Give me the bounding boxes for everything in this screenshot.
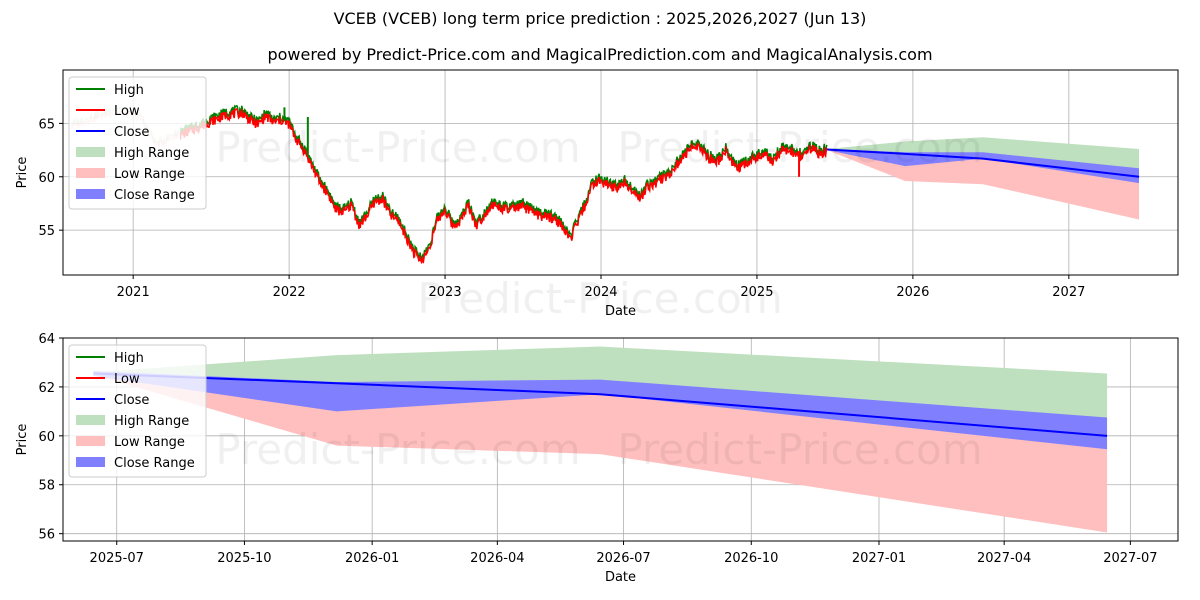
bottom-y-tick-label: 56 — [38, 528, 55, 543]
bottom-legend-swatch — [76, 415, 105, 425]
bottom-legend-swatch — [76, 436, 105, 446]
bottom-legend-label: Close — [114, 393, 149, 408]
bottom-x-tick-label: 2026-04 — [470, 551, 524, 566]
top-legend-label: High Range — [114, 146, 189, 161]
top-y-tick-label: 60 — [38, 171, 55, 186]
top-low-history-line — [179, 107, 828, 265]
top-low-range-band — [827, 149, 1140, 220]
bottom-x-tick-label: 2026-01 — [345, 551, 399, 566]
top-x-tick-label: 2026 — [896, 285, 929, 300]
bottom-axes-frame — [62, 337, 1179, 542]
bottom-watermark: Predict-Price.com — [215, 425, 580, 474]
top-legend-swatch — [76, 147, 105, 157]
bottom-y-tick-label: 62 — [38, 381, 55, 396]
top-x-tick-label: 2022 — [273, 285, 306, 300]
bottom-x-tick-label: 2027-07 — [1103, 551, 1157, 566]
top-close-range-band — [827, 149, 1140, 184]
bottom-close-forecast-line — [93, 372, 1108, 437]
bottom-x-axis-label: Date — [605, 570, 636, 585]
top-y-axis-label: Price — [15, 157, 30, 189]
top-y-tick-label: 55 — [38, 224, 55, 239]
bottom-watermark: Predict-Price.com — [617, 425, 982, 474]
bottom-close-range-band — [93, 371, 1108, 450]
top-legend-label: Close — [114, 125, 149, 140]
bottom-y-tick-label: 60 — [38, 430, 55, 445]
top-y-tick-label: 65 — [38, 117, 55, 132]
top-legend: High Low Close High Range Low Range Close Ran… — [68, 76, 207, 210]
top-axes-frame — [62, 69, 1179, 276]
top-watermark: Predict-Price.com — [417, 274, 782, 323]
top-legend-label: Low — [114, 104, 140, 119]
chart-title: VCEB (VCEB) long term price prediction :… — [333, 9, 867, 28]
bottom-legend-label: High Range — [114, 414, 189, 429]
bottom-legend-label: Close Range — [114, 456, 195, 471]
top-x-tick-label: 2025 — [740, 285, 773, 300]
bottom-legend: High Low Close High Range Low Range Close Ran… — [68, 344, 207, 478]
bottom-x-tick-label: 2025-07 — [90, 551, 144, 566]
top-legend-swatch — [76, 189, 105, 199]
bottom-x-tick-label: 2025-10 — [217, 551, 271, 566]
bottom-plot-area — [63, 338, 1178, 541]
top-legend-label: Low Range — [114, 167, 185, 182]
bottom-legend-label: High — [114, 351, 144, 366]
top-x-axis-label: Date — [605, 304, 636, 319]
top-x-tick-label: 2023 — [429, 285, 462, 300]
chart-subtitle: powered by Predict-Price.com and Magical… — [267, 45, 933, 64]
bottom-x-tick-label: 2026-07 — [596, 551, 650, 566]
bottom-legend-swatch — [76, 457, 105, 467]
bottom-y-tick-label: 64 — [38, 332, 55, 347]
bottom-y-axis-label: Price — [15, 424, 30, 456]
bottom-low-range-band — [93, 373, 1108, 533]
bottom-y-tick-label: 58 — [38, 479, 55, 494]
top-plot-area — [63, 70, 1178, 275]
top-legend-swatch — [76, 168, 105, 178]
top-legend-label: High — [114, 83, 144, 98]
top-watermark: Predict-Price.com — [215, 123, 580, 172]
bottom-x-tick-label: 2027-04 — [977, 551, 1031, 566]
top-x-tick-label: 2021 — [117, 285, 150, 300]
top-x-tick-label: 2024 — [584, 285, 617, 300]
top-watermark: Predict-Price.com — [617, 123, 982, 172]
top-close-forecast-line — [827, 148, 1140, 178]
top-legend-label: Close Range — [114, 188, 195, 203]
bottom-legend-label: Low — [114, 372, 140, 387]
bottom-x-tick-label: 2027-01 — [852, 551, 906, 566]
bottom-legend-label: Low Range — [114, 435, 185, 450]
top-x-tick-label: 2027 — [1052, 285, 1085, 300]
bottom-x-tick-label: 2026-10 — [724, 551, 778, 566]
